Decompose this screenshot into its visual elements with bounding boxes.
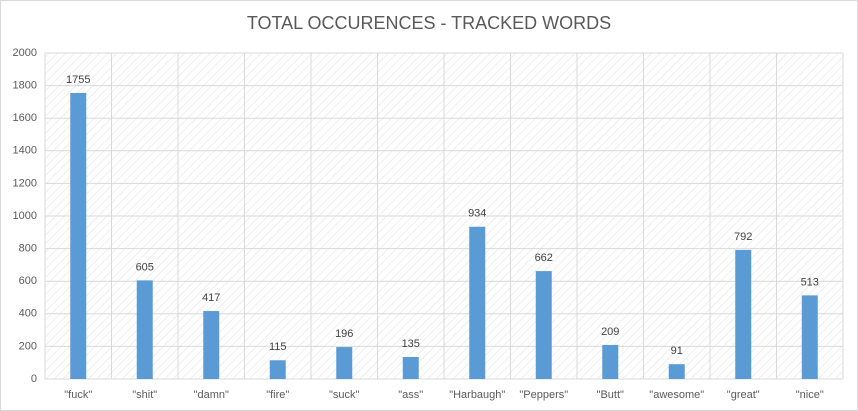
y-tick-label: 1400 [13, 145, 37, 157]
bar [269, 360, 286, 379]
bar [469, 226, 486, 379]
x-tick-label: "shit" [132, 389, 157, 401]
value-label: 513 [801, 276, 819, 288]
value-label: 792 [734, 231, 752, 243]
value-label: 1755 [66, 74, 90, 86]
x-tick-label: "Butt" [597, 389, 624, 401]
bar [668, 364, 685, 379]
value-label: 209 [601, 326, 619, 338]
y-tick-label: 1000 [13, 210, 37, 222]
value-label: 91 [671, 345, 683, 357]
y-tick-label: 200 [19, 340, 37, 352]
bar [336, 347, 353, 379]
value-label: 196 [335, 328, 353, 340]
bar [70, 92, 87, 379]
x-tick-label: "nice" [796, 389, 824, 401]
value-label: 135 [402, 338, 420, 350]
x-tick-label: "fuck" [64, 389, 92, 401]
y-tick-label: 1800 [13, 80, 37, 92]
x-tick-label: "ass" [398, 389, 423, 401]
y-tick-label: 2000 [13, 47, 37, 59]
bar [203, 311, 220, 379]
x-tick-label: "suck" [329, 389, 360, 401]
bar [801, 295, 818, 379]
bar [402, 356, 419, 379]
value-label: 115 [269, 341, 287, 353]
y-tick-label: 600 [19, 275, 37, 287]
x-tick-label: "fire" [266, 389, 289, 401]
x-tick-label: "great" [727, 389, 760, 401]
bar [535, 271, 552, 379]
y-tick-label: 1200 [13, 177, 37, 189]
bar [136, 280, 153, 379]
y-tick-label: 1600 [13, 112, 37, 124]
bar [735, 249, 752, 379]
y-tick-label: 800 [19, 243, 37, 255]
x-tick-label: "awesome" [649, 389, 704, 401]
y-tick-label: 400 [19, 308, 37, 320]
value-label: 417 [202, 292, 220, 304]
value-label: 662 [535, 252, 553, 264]
value-label: 934 [468, 208, 486, 220]
y-tick-label: 0 [31, 373, 37, 385]
x-tick-label: "damn" [194, 389, 229, 401]
x-tick-label: "Peppers" [519, 389, 568, 401]
x-tick-label: "Harbaugh" [449, 389, 505, 401]
bar [602, 344, 619, 379]
value-label: 605 [136, 261, 154, 273]
chart-title: TOTAL OCCURENCES - TRACKED WORDS [247, 13, 611, 33]
